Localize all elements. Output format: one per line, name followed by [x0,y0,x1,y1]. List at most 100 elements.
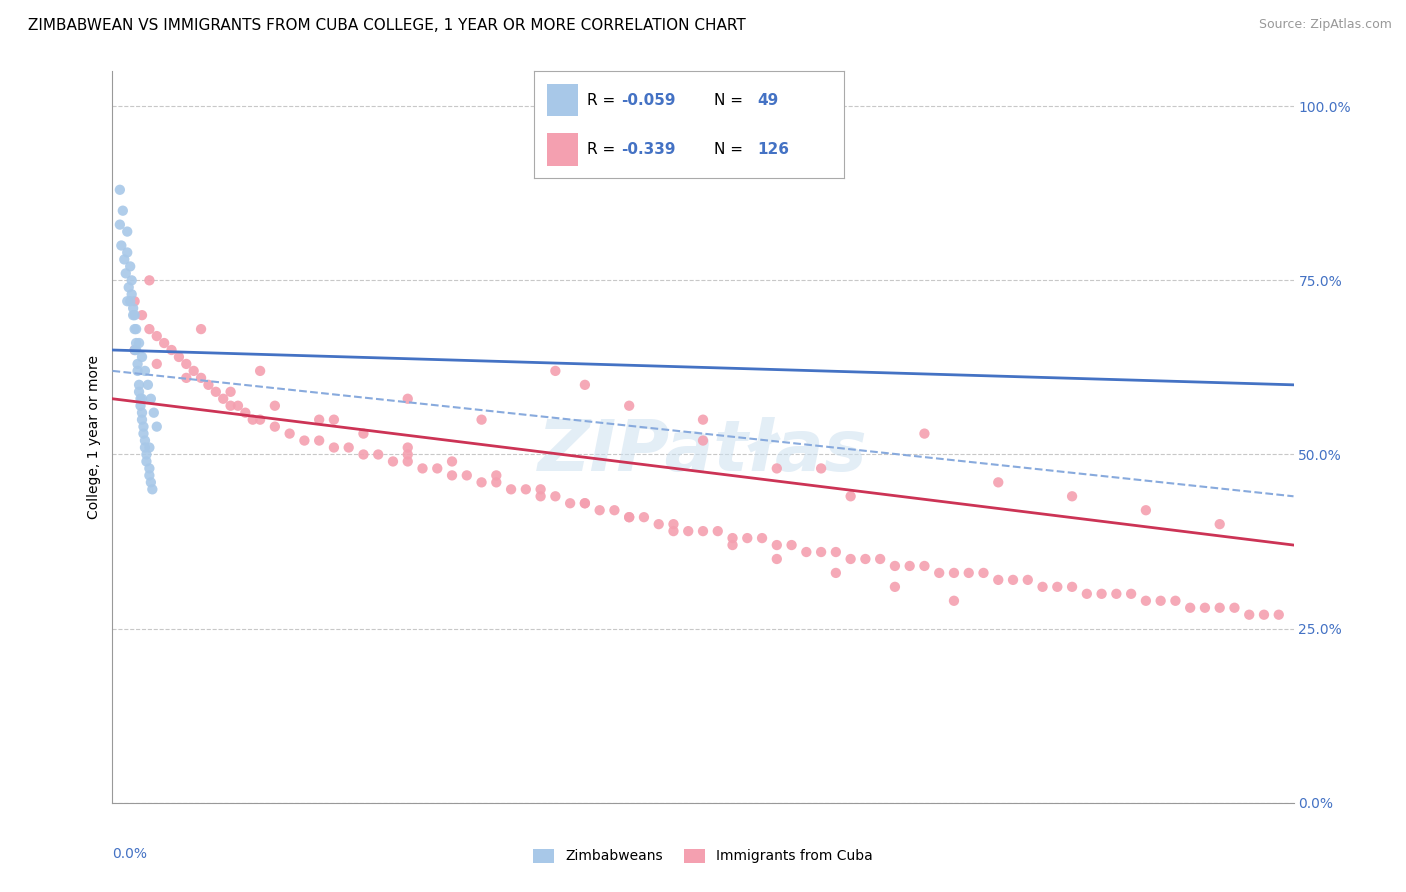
Point [183,364,205,378]
Point [751,531,773,545]
Legend: Zimbabweans, Immigrants from Cuba: Zimbabweans, Immigrants from Cuba [527,843,879,869]
Point [470,412,494,426]
Point [914,558,936,573]
Point [1135,594,1157,608]
Point [396,448,419,462]
Point [456,468,478,483]
Point [134,364,156,378]
Point [957,566,980,580]
Point [396,392,419,406]
Point [647,517,671,532]
Point [141,483,163,497]
Point [382,454,405,468]
Point [426,461,449,475]
Point [124,343,146,357]
Point [1208,517,1232,532]
Point [128,377,150,392]
Point [323,412,346,426]
Point [117,294,138,309]
Point [574,496,596,510]
Point [987,573,1010,587]
Point [127,364,149,378]
Point [135,448,157,462]
Point [529,489,551,503]
Point [174,371,197,385]
Point [396,454,419,468]
Point [197,377,219,392]
Text: 0.0%: 0.0% [112,847,148,861]
Point [249,412,271,426]
Point [824,566,846,580]
Point [108,183,131,197]
Point [278,426,301,441]
Point [219,384,242,399]
Point [1164,594,1187,608]
Point [136,377,159,392]
Point [796,545,818,559]
Point [766,538,789,552]
Point [839,489,862,503]
Point [122,308,145,322]
Point [973,566,995,580]
Point [233,406,256,420]
Point [780,538,803,552]
Point [692,434,714,448]
Point [1150,594,1173,608]
Point [810,545,832,559]
Point [501,483,523,497]
Bar [547,84,578,116]
Point [914,426,936,441]
Point [352,426,374,441]
Point [131,392,153,406]
Point [766,552,789,566]
Point [619,399,641,413]
Text: R =: R = [586,142,620,157]
Point [190,371,212,385]
Point [125,322,148,336]
Text: N =: N = [714,93,748,108]
Point [1268,607,1291,622]
Point [1194,600,1216,615]
Point [1062,489,1084,503]
Point [367,448,389,462]
Point [633,510,655,524]
Point [1135,503,1157,517]
Point [588,503,610,517]
Point [942,566,965,580]
Point [308,434,330,448]
Point [706,524,728,538]
Point [1119,587,1142,601]
Point [146,329,169,343]
Point [242,412,264,426]
Point [160,343,183,357]
Point [485,468,508,483]
Point [824,545,846,559]
Y-axis label: College, 1 year or more: College, 1 year or more [87,355,101,519]
Point [121,287,143,301]
Point [212,392,235,406]
Point [396,441,419,455]
Text: -0.059: -0.059 [621,93,675,108]
Point [721,531,744,545]
Point [1178,600,1201,615]
Point [619,510,641,524]
Point [128,336,150,351]
Point [125,336,148,351]
Point [558,496,582,510]
Point [352,448,374,462]
Point [884,558,907,573]
Point [942,594,965,608]
Point [124,343,146,357]
Point [111,203,134,218]
Point [1253,607,1275,622]
Point [441,468,464,483]
Point [121,273,143,287]
Point [138,468,160,483]
Point [292,434,315,448]
Point [1017,573,1039,587]
Point [529,483,551,497]
Point [441,454,464,468]
Point [135,454,157,468]
Point [122,301,145,316]
Point [308,412,330,426]
